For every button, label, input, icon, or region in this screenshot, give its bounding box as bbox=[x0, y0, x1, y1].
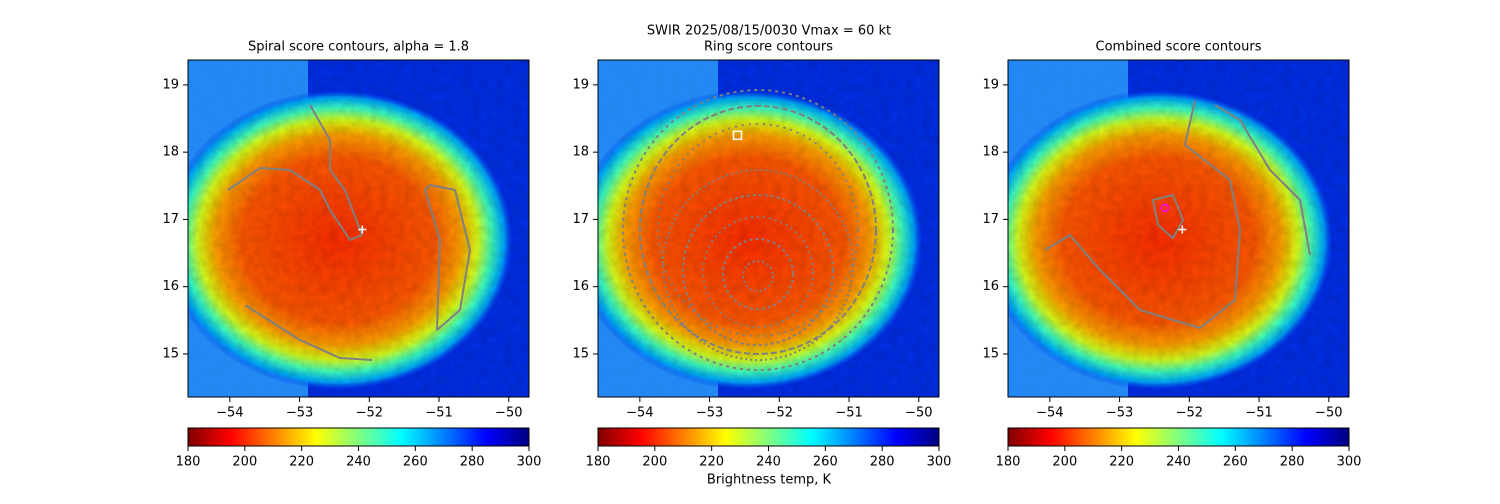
contour bbox=[424, 184, 471, 331]
colorbar bbox=[1007, 427, 1350, 447]
x-tick-label: −54 bbox=[216, 406, 243, 421]
panel: Combined score contours −54 −53 −52 −51 −50 15… bbox=[982, 40, 1361, 470]
contour bbox=[742, 260, 774, 292]
colorbar-tick-label: 220 bbox=[1109, 455, 1134, 470]
x-tick-label: −50 bbox=[1315, 406, 1342, 421]
colorbar-tick-label: 180 bbox=[996, 455, 1021, 470]
y-tick-label: 18 bbox=[572, 145, 589, 160]
contour bbox=[722, 238, 794, 310]
axes-frame bbox=[187, 59, 530, 398]
colorbar-tick-label: 200 bbox=[232, 455, 257, 470]
contour bbox=[1044, 99, 1241, 329]
colorbar-tick-label: 200 bbox=[1052, 455, 1077, 470]
x-tick-label: −52 bbox=[766, 406, 793, 421]
x-tick-label: −52 bbox=[1176, 406, 1203, 421]
marker bbox=[732, 130, 743, 141]
colorbar-tick-label: 180 bbox=[176, 455, 201, 470]
colorbar-tick-label: 280 bbox=[460, 455, 485, 470]
y-tick-label: 16 bbox=[162, 279, 179, 294]
colorbar-tick-label: 260 bbox=[1223, 455, 1248, 470]
y-tick-label: 16 bbox=[572, 279, 589, 294]
x-tick-label: −53 bbox=[1106, 406, 1133, 421]
colorbar-tick-label: 300 bbox=[517, 455, 542, 470]
contour bbox=[639, 105, 877, 355]
axes-frame bbox=[1007, 59, 1350, 398]
colorbar-label: Brightness temp, K bbox=[707, 473, 832, 488]
x-tick-label: −50 bbox=[495, 406, 522, 421]
x-tick-label: −51 bbox=[425, 406, 452, 421]
x-tick-label: −50 bbox=[905, 406, 932, 421]
contour bbox=[662, 169, 854, 361]
contour bbox=[1152, 194, 1184, 239]
contour bbox=[657, 123, 859, 337]
axes-frame bbox=[597, 59, 940, 398]
colorbar-tick-label: 300 bbox=[927, 455, 952, 470]
contour bbox=[1214, 104, 1311, 256]
panel: Spiral score contours, alpha = 1.8 −54 −53… bbox=[162, 40, 541, 470]
colorbar-tick-label: 200 bbox=[642, 455, 667, 470]
panel: Ring score contours −54 −53 −52 −51 −50 15 16 17… bbox=[572, 40, 951, 470]
colorbar-tick-label: 240 bbox=[756, 455, 781, 470]
contour bbox=[227, 104, 363, 241]
marker bbox=[358, 225, 367, 234]
colorbar-tick-label: 220 bbox=[289, 455, 314, 470]
storm-field bbox=[1008, 90, 1333, 390]
colorbar-tick-label: 260 bbox=[813, 455, 838, 470]
y-tick-label: 19 bbox=[982, 77, 999, 92]
image bbox=[1008, 60, 1349, 397]
y-tick-label: 18 bbox=[162, 145, 179, 160]
colorbar-tick-label: 280 bbox=[870, 455, 895, 470]
y-tick-label: 19 bbox=[572, 77, 589, 92]
y-tick-label: 17 bbox=[162, 212, 179, 227]
y-tick-label: 17 bbox=[982, 212, 999, 227]
x-tick-label: −54 bbox=[1036, 406, 1063, 421]
x-tick-label: −52 bbox=[356, 406, 383, 421]
image bbox=[188, 60, 529, 397]
y-tick-label: 16 bbox=[982, 279, 999, 294]
colorbar-tick-label: 300 bbox=[1337, 455, 1362, 470]
x-tick-label: −54 bbox=[626, 406, 653, 421]
colorbar-tick-label: 180 bbox=[586, 455, 611, 470]
panel-title: Ring score contours bbox=[704, 40, 833, 55]
colorbar-tick-label: 280 bbox=[1280, 455, 1305, 470]
marker bbox=[1178, 225, 1187, 234]
x-tick-label: −51 bbox=[835, 406, 862, 421]
x-tick-label: −51 bbox=[1245, 406, 1272, 421]
y-tick-label: 15 bbox=[572, 346, 589, 361]
colorbar bbox=[187, 427, 530, 447]
y-tick-label: 15 bbox=[982, 346, 999, 361]
contour bbox=[682, 194, 834, 346]
y-tick-label: 18 bbox=[982, 145, 999, 160]
y-tick-label: 15 bbox=[162, 346, 179, 361]
figure-title: SWIR 2025/08/15/0030 Vmax = 60 kt bbox=[647, 24, 891, 39]
x-tick-label: −53 bbox=[286, 406, 313, 421]
colorbar-tick-label: 260 bbox=[403, 455, 428, 470]
y-tick-label: 17 bbox=[572, 212, 589, 227]
contour bbox=[244, 304, 373, 361]
contour bbox=[702, 216, 814, 328]
contour bbox=[622, 89, 894, 371]
image bbox=[598, 60, 939, 397]
storm-field bbox=[188, 90, 513, 390]
colorbar-tick-label: 240 bbox=[346, 455, 371, 470]
y-tick-label: 19 bbox=[162, 77, 179, 92]
panel-title: Spiral score contours, alpha = 1.8 bbox=[248, 40, 469, 55]
colorbar bbox=[597, 427, 940, 447]
panel-title: Combined score contours bbox=[1096, 40, 1262, 55]
x-tick-label: −53 bbox=[696, 406, 723, 421]
colorbar-tick-label: 240 bbox=[1166, 455, 1191, 470]
colorbar-tick-label: 220 bbox=[699, 455, 724, 470]
marker bbox=[1160, 203, 1170, 213]
